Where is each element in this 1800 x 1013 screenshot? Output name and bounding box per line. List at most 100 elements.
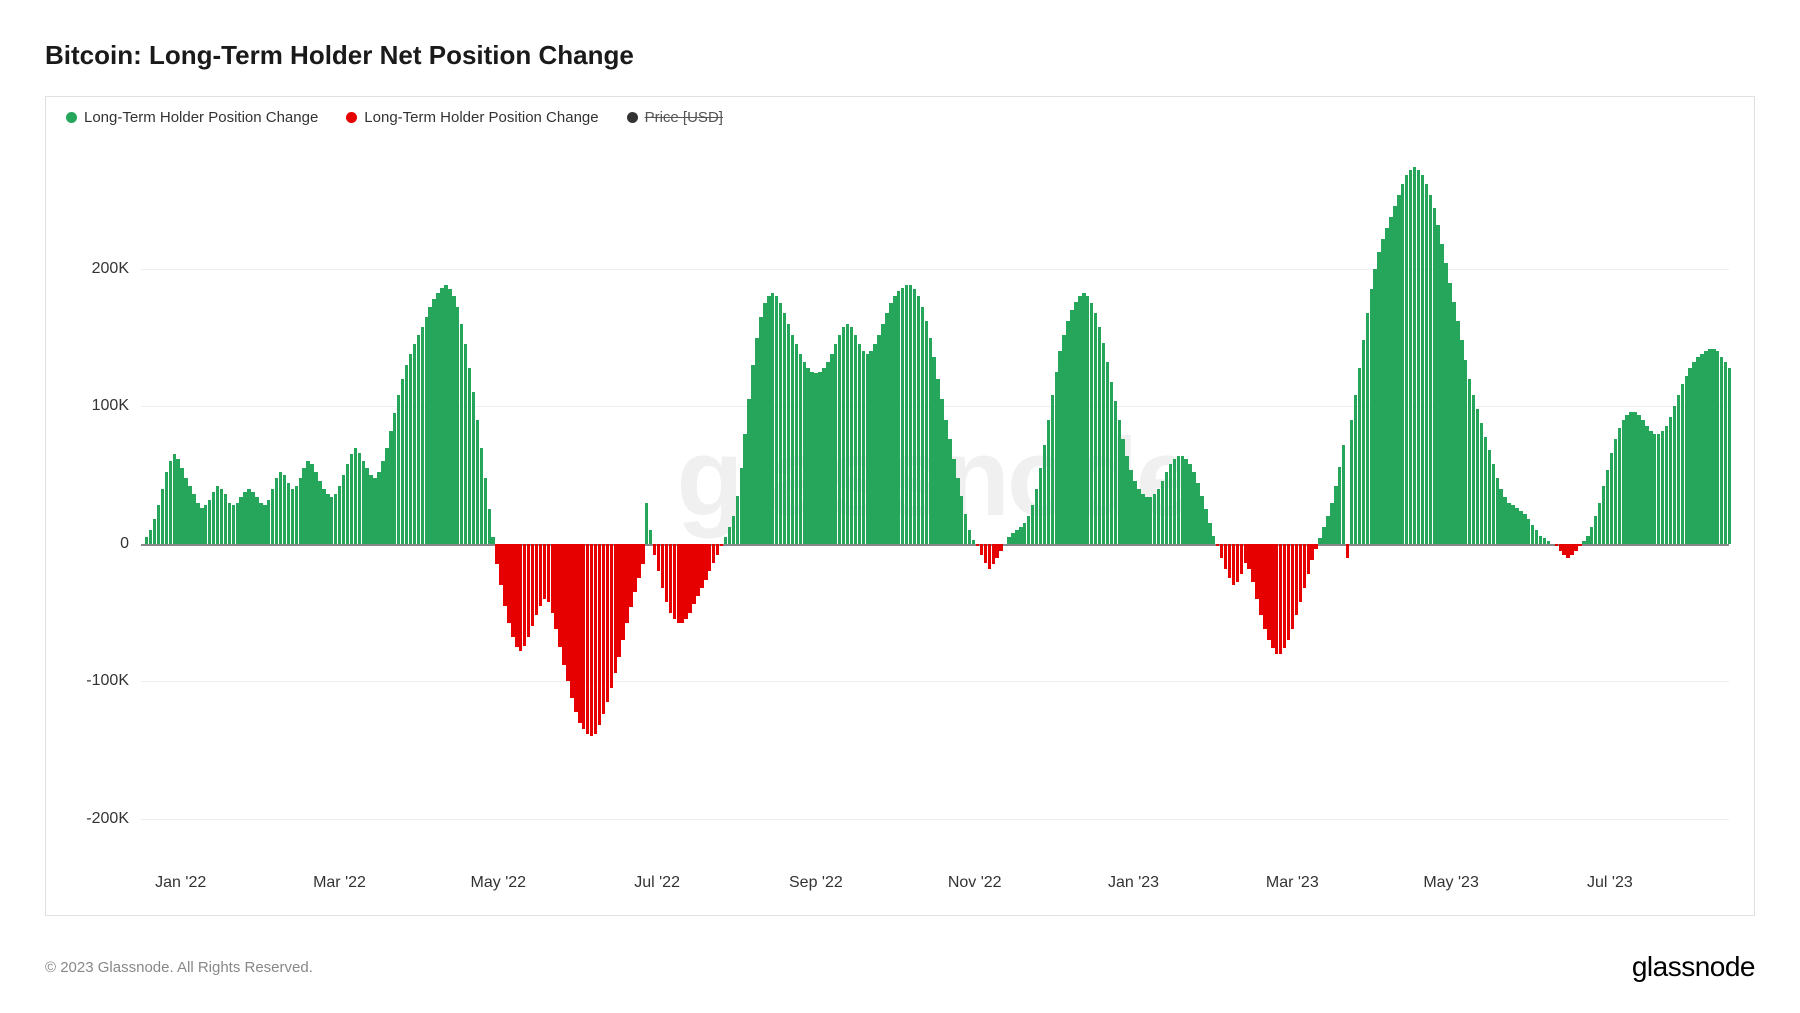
bar-positive: [818, 372, 821, 544]
legend-dot-positive: [66, 112, 77, 123]
bar-positive: [1062, 335, 1065, 544]
bar-positive: [932, 357, 935, 544]
bar-positive: [936, 379, 939, 544]
bar-positive: [362, 461, 365, 544]
bar-positive: [838, 335, 841, 544]
bar-negative: [495, 544, 498, 565]
bar-negative: [669, 544, 672, 613]
bar-positive: [921, 307, 924, 544]
bar-positive: [1464, 360, 1467, 544]
bar-negative: [692, 544, 695, 605]
bar-negative: [531, 544, 534, 627]
bar-negative: [1562, 544, 1565, 555]
bar-positive: [1370, 289, 1373, 543]
bar-negative: [680, 544, 683, 624]
bar-positive: [196, 503, 199, 544]
bar-positive: [369, 475, 372, 544]
bar-positive: [897, 291, 900, 544]
bar-negative: [1244, 544, 1247, 563]
bar-positive: [1385, 228, 1388, 544]
bar-positive: [173, 454, 176, 543]
bar-positive: [1102, 343, 1105, 544]
bar-positive: [295, 486, 298, 544]
bar-positive: [1039, 468, 1042, 544]
bar-positive: [830, 354, 833, 544]
bar-positive: [1114, 401, 1117, 544]
bar-positive: [259, 503, 262, 544]
bar-positive: [480, 448, 483, 544]
bar-positive: [1681, 384, 1684, 543]
bar-negative: [1570, 544, 1573, 555]
bar-positive: [1661, 431, 1664, 544]
bar-positive: [964, 514, 967, 544]
bar-positive: [846, 324, 849, 544]
bar-positive: [940, 399, 943, 543]
bar-positive: [1433, 208, 1436, 544]
bar-positive: [1511, 505, 1514, 544]
bar-positive: [1350, 420, 1353, 544]
bar-positive: [1724, 362, 1727, 544]
legend-dot-price: [627, 112, 638, 123]
bar-positive: [291, 489, 294, 544]
bar-positive: [318, 481, 321, 544]
bar-positive: [771, 293, 774, 543]
bar-positive: [153, 519, 156, 544]
bar-positive: [1700, 354, 1703, 544]
bar-positive: [751, 365, 754, 544]
bar-negative: [1263, 544, 1266, 629]
legend: Long-Term Holder Position Change Long-Te…: [66, 109, 723, 126]
bar-positive: [354, 448, 357, 544]
bar-negative: [1255, 544, 1258, 599]
bar-negative: [1287, 544, 1290, 640]
bar-negative: [551, 544, 554, 613]
bar-negative: [1566, 544, 1569, 558]
bar-negative: [574, 544, 577, 712]
bar-positive: [440, 288, 443, 544]
x-axis-label: Mar '22: [313, 874, 366, 892]
bar-positive: [842, 327, 845, 544]
bar-positive: [243, 492, 246, 544]
bar-positive: [397, 395, 400, 543]
bar-positive: [1448, 283, 1451, 544]
bar-negative: [657, 544, 660, 572]
bar-positive: [1389, 217, 1392, 544]
bar-positive: [747, 399, 750, 543]
bar-positive: [1692, 362, 1695, 544]
bar-positive: [1366, 313, 1369, 544]
bar-positive: [775, 296, 778, 543]
footer: © 2023 Glassnode. All Rights Reserved. g…: [45, 951, 1755, 983]
bar-positive: [365, 468, 368, 544]
bar-positive: [1622, 420, 1625, 544]
bar-positive: [188, 486, 191, 544]
bar-negative: [673, 544, 676, 620]
bar-negative: [539, 544, 542, 606]
bar-negative: [515, 544, 518, 647]
bar-positive: [1456, 321, 1459, 544]
bar-positive: [1543, 538, 1546, 543]
bar-positive: [925, 321, 928, 544]
bar-positive: [409, 354, 412, 544]
plot-area: glassnode -200K-100K0100K200K Jan '22Mar…: [141, 145, 1729, 860]
x-axis-label: Jul '22: [634, 874, 680, 892]
bar-negative: [554, 544, 557, 629]
bar-positive: [350, 454, 353, 543]
bar-positive: [1515, 508, 1518, 544]
bar-positive: [1153, 494, 1156, 544]
bar-negative: [535, 544, 538, 616]
bar-positive: [952, 459, 955, 544]
bar-positive: [1728, 368, 1731, 544]
legend-label-negative: Long-Term Holder Position Change: [364, 109, 598, 126]
bar-positive: [1476, 409, 1479, 544]
bar-positive: [421, 327, 424, 544]
bar-positive: [1413, 167, 1416, 544]
x-axis-label: Mar '23: [1266, 874, 1319, 892]
bar-positive: [1184, 459, 1187, 544]
bar-positive: [755, 338, 758, 544]
bar-positive: [460, 324, 463, 544]
bar-negative: [984, 544, 987, 563]
bar-positive: [1653, 434, 1656, 544]
bar-negative: [1216, 544, 1219, 547]
bar-negative: [1271, 544, 1274, 649]
bar-positive: [1058, 351, 1061, 544]
bar-positive: [385, 448, 388, 544]
